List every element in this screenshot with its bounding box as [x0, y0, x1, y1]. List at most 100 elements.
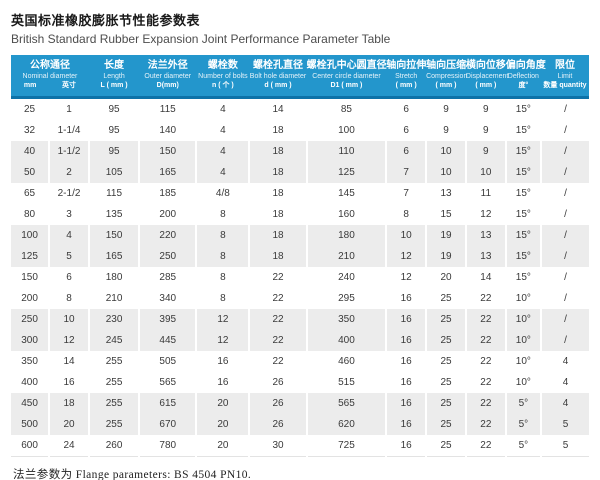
column-sub-unit: mm — [23, 82, 37, 89]
table-cell: 18 — [248, 120, 307, 141]
table-cell: 22 — [248, 330, 307, 351]
table-cell: 12 — [385, 246, 427, 267]
table-cell: 16 — [48, 372, 89, 393]
column-label-en: Bolt hole diameter — [249, 73, 307, 80]
column-label-zh: 公称通径 — [29, 60, 70, 71]
page-title: 英国标准橡胶膨胀节性能参数表 — [11, 13, 201, 28]
table-cell: 22 — [248, 267, 307, 288]
table-cell: 4/8 — [195, 183, 250, 204]
table-cell: 15° — [504, 267, 541, 288]
table-cell: 150 — [87, 225, 140, 246]
table-cell: 210 — [305, 246, 387, 267]
table-cell: 22 — [248, 351, 307, 372]
table-cell: 125 — [305, 162, 387, 183]
column-label-zh: 长度 — [104, 60, 125, 71]
table-cell: 615 — [138, 393, 197, 414]
column-label-en: Compression — [426, 73, 468, 80]
table-cell: 8 — [195, 288, 250, 309]
table-cell: 25 — [425, 330, 466, 351]
table-body: 25 1 95 115 4 14 85 6 9 9 15°/32 1-1/4 95 140 4 18 100 6 9… — [11, 97, 589, 457]
column-header-compression: 轴向压缩 Compression ( mm ) — [426, 55, 468, 99]
table-cell: 18 — [248, 141, 307, 162]
column-unit-label: d ( mm ) — [264, 82, 292, 89]
table-row: 150 6 180 285 8 22 240 12 20 14 15° / — [11, 267, 589, 288]
table-row: 600 24 260 780 20 30 725 16 25 22 5° 5 — [11, 435, 589, 457]
table-cell: 400 — [305, 330, 387, 351]
column-header-number-of-bolts: 螺栓数 Number of bolts n ( 个 ) — [196, 55, 250, 99]
table-cell: 7 — [385, 183, 427, 204]
table-cell: 165 — [138, 162, 197, 183]
table-cell: 445 — [138, 330, 197, 351]
table-cell: 4 — [539, 393, 589, 414]
column-header-length: 长度 Length L ( mm ) — [88, 55, 140, 99]
table-cell: / — [539, 246, 589, 267]
table-cell: / — [539, 120, 589, 141]
table-cell: 6 — [385, 120, 427, 141]
column-label-en: Displacement — [465, 73, 509, 80]
table-cell: 350 — [11, 351, 50, 372]
column-header-displacement: 横向位移 Displacement ( mm ) — [465, 55, 509, 99]
table-cell: 26 — [248, 372, 307, 393]
table-cell: 9 — [425, 120, 466, 141]
column-label-en: Limit — [557, 73, 573, 80]
table-cell: 30 — [248, 435, 307, 457]
table-cell: 10° — [504, 288, 541, 309]
table-cell: 150 — [138, 141, 197, 162]
table-cell: 95 — [87, 120, 140, 141]
table-cell: 6 — [385, 97, 427, 120]
table-cell: / — [539, 204, 589, 225]
column-label-zh: 螺栓孔直径 — [253, 60, 304, 71]
table-cell: 16 — [195, 372, 250, 393]
table-cell: 4 — [539, 372, 589, 393]
table-cell: 10° — [504, 372, 541, 393]
table-cell: 100 — [11, 225, 50, 246]
table-cell: 22 — [464, 309, 506, 330]
parameter-table: 公称通径 Nominal diameter mm 英寸 长度 Length L ( mm )… — [11, 55, 589, 457]
table-cell: 450 — [11, 393, 50, 414]
column-unit-label: D1 ( mm ) — [330, 82, 363, 89]
table-cell: 255 — [87, 372, 140, 393]
table-cell: 20 — [195, 414, 250, 435]
table-cell: 4 — [195, 120, 250, 141]
page-subtitle: British Standard Rubber Expansion Joint … — [11, 32, 391, 46]
table-cell: 8 — [385, 204, 427, 225]
table-cell: 8 — [195, 225, 250, 246]
column-label-zh: 横向位移 — [465, 60, 506, 71]
column-label-en: Outer diameter — [144, 73, 192, 80]
table-cell: 26 — [248, 414, 307, 435]
table-cell: 19 — [425, 225, 466, 246]
table-cell: 500 — [11, 414, 50, 435]
table-cell: 15 — [425, 204, 466, 225]
table-cell: / — [539, 309, 589, 330]
table-cell: 4 — [539, 351, 589, 372]
table-cell: 9 — [464, 141, 506, 162]
table-cell: / — [539, 162, 589, 183]
table-cell: 15° — [504, 162, 541, 183]
column-header-limit: 限位 Limit 数量 quantity — [540, 55, 589, 99]
table-cell: 10 — [385, 225, 427, 246]
table-cell: 780 — [138, 435, 197, 457]
column-header-stretch: 轴向拉伸 Stretch ( mm ) — [386, 55, 426, 99]
table-cell: 20 — [195, 435, 250, 457]
table-cell: 8 — [48, 288, 89, 309]
table-cell: 2 — [48, 162, 89, 183]
table-cell: 165 — [87, 246, 140, 267]
table-cell: 65 — [11, 183, 50, 204]
table-cell: 12 — [195, 309, 250, 330]
table-cell: 18 — [48, 393, 89, 414]
table-cell: 25 — [425, 351, 466, 372]
column-label-en: Stretch — [395, 73, 418, 80]
column-label-en: Number of bolts — [198, 73, 248, 80]
table-cell: 22 — [464, 330, 506, 351]
table-cell: 25 — [425, 414, 466, 435]
table-cell: 3 — [48, 204, 89, 225]
column-header-center-circle-diameter: 螺栓孔中心圆直径 Center circle diameter D1 ( mm ) — [306, 55, 387, 99]
table-cell: 25 — [425, 393, 466, 414]
table-cell: 10 — [48, 309, 89, 330]
table-cell: 13 — [464, 225, 506, 246]
table-row: 32 1-1/4 95 140 4 18 100 6 9 9 15° / — [11, 120, 589, 141]
table-cell: 5° — [504, 414, 541, 435]
table-cell: 8 — [195, 204, 250, 225]
table-cell: 22 — [464, 351, 506, 372]
column-header-deflection: 偏向角度 Deflection 度° — [505, 55, 546, 99]
